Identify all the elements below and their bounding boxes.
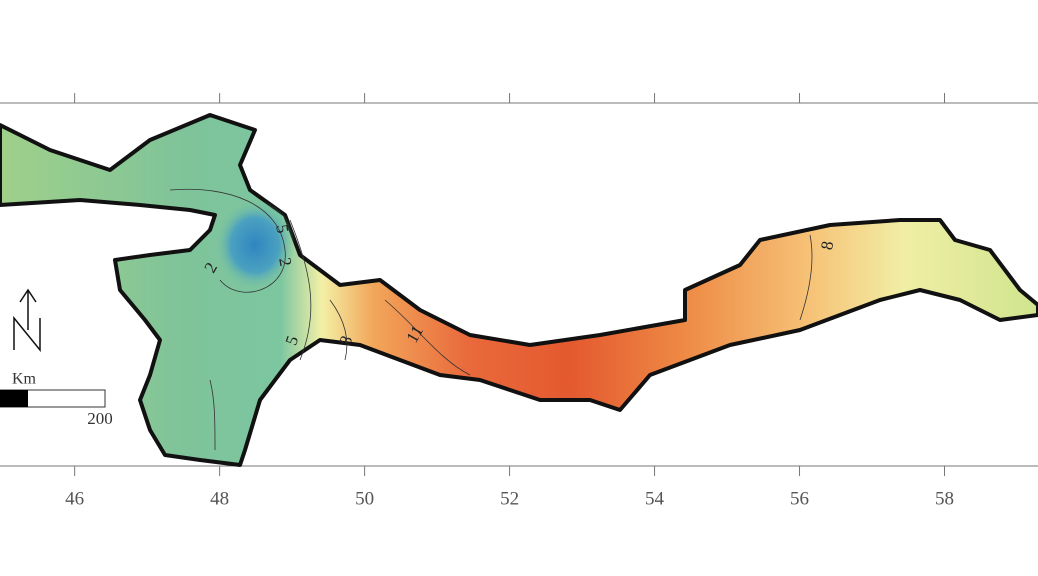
scale-bar-segment — [0, 390, 28, 407]
low-zone — [215, 200, 295, 290]
x-tick-label: 50 — [355, 488, 374, 509]
contour-lines — [169, 188, 813, 451]
scale-unit: Km — [12, 371, 37, 388]
x-tick-label: 48 — [210, 488, 229, 509]
north-arrow — [13, 288, 41, 353]
region — [0, 113, 1038, 467]
x-tick-label: 58 — [935, 488, 954, 509]
scale-distance: 200 — [87, 409, 113, 428]
contour-label: 2 — [275, 256, 295, 268]
x-tick-label: 52 — [500, 488, 519, 509]
x-tick-label: 54 — [645, 488, 665, 509]
contour-label: 8 — [817, 240, 837, 252]
x-tick-label: 46 — [65, 488, 84, 509]
x-tick-label: 56 — [790, 488, 809, 509]
contour-label: 5 — [272, 223, 292, 235]
